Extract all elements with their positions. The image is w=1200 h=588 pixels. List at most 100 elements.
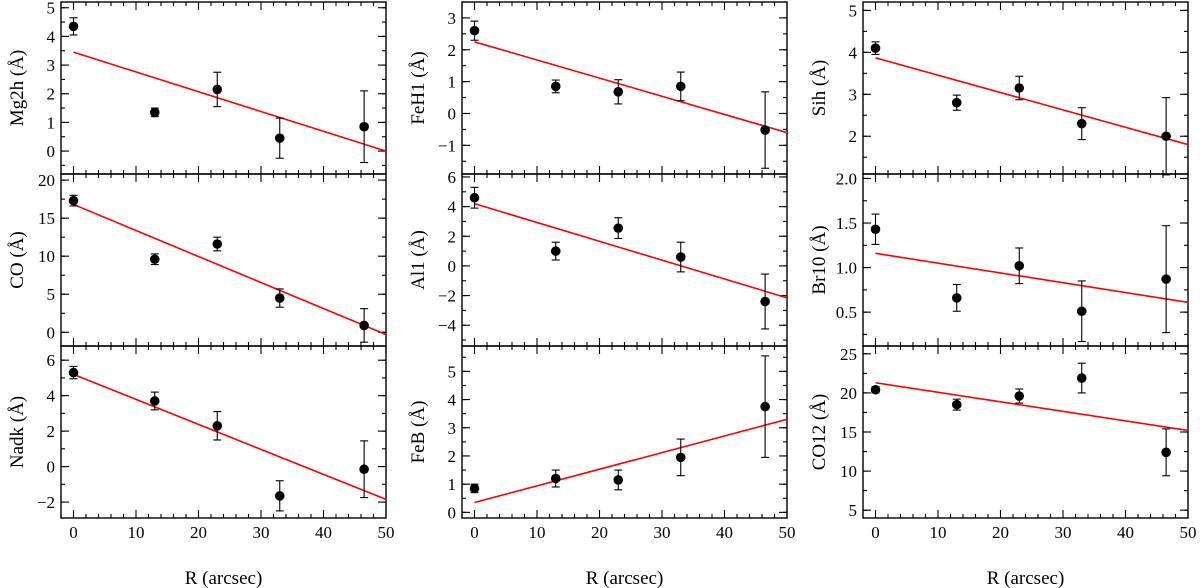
plot-frame [862,173,1189,347]
y-tick-label: 10 [38,247,55,266]
y-tick-label: −1 [438,136,456,155]
x-tick-label: 50 [1180,523,1197,542]
y-tick-label: 4 [849,43,858,62]
data-point [1076,306,1087,317]
y-tick-label: 2 [47,422,56,441]
y-tick-label: 0 [47,323,56,342]
x-tick-label: 20 [591,523,608,542]
data-point [760,125,770,135]
data-point [68,195,79,206]
data-point [1161,447,1171,458]
y-tick-label: 0.5 [836,303,857,322]
data-point [212,239,223,249]
plot-frame [862,1,1189,175]
x-tick-label: 0 [470,523,479,542]
plot-frame [60,345,387,519]
x-tick-label: 10 [529,523,546,542]
data-point [550,246,561,256]
y-tick-label: 6 [448,168,457,187]
panel-5: −4 −2 0 2 4 6 Al1 (Å) [408,168,788,347]
fit-line [474,41,787,134]
y-tick-label: 0 [47,458,56,477]
data-point [550,473,561,484]
x-tick-label: 10 [930,523,947,542]
data-point [613,223,624,233]
y-tick-label: −2 [438,287,456,306]
y-tick-label: 6 [47,351,56,370]
data-point [274,491,285,501]
y-tick-label: 0 [47,142,56,161]
y-tick-label: 4 [448,391,457,410]
x-tick-label: 50 [779,523,796,542]
data-point [1076,118,1087,129]
y-tick-label: 2.0 [836,169,857,188]
fit-line [474,202,787,299]
y-tick-label: 1.0 [836,259,857,278]
fit-line [73,203,386,336]
data-point [469,192,480,203]
data-point [1014,391,1025,401]
y-tick-label: 25 [840,345,857,364]
x-tick-label: 30 [253,523,270,542]
y-axis-title: Nadk (Å) [7,396,28,468]
data-point [274,133,285,143]
y-tick-label: 1 [448,475,457,494]
data-point [1014,83,1025,93]
data-point [212,84,223,95]
x-axis-title: R (arcsec) [987,568,1065,588]
data-point [675,81,686,92]
y-tick-label: 2 [448,41,457,60]
panel-3: 2 3 4 5 Sih (Å) [809,1,1189,176]
fit-line [875,381,1188,432]
y-axis-title: CO12 (Å) [809,394,830,471]
y-tick-label: 1 [47,113,56,132]
plot-frame [461,173,788,347]
panel-9: 0 10 20 30 40 50 5 10 15 20 25 CO12 (Å) R (arcsec) [809,345,1197,588]
y-tick-label: 4 [47,387,56,406]
y-tick-label: 2 [448,227,457,246]
data-point [870,224,881,235]
data-point [951,293,962,303]
y-tick-label: −2 [37,493,55,512]
y-tick-label: 3 [448,419,457,438]
panel-7: 0 10 20 30 40 50 −2 0 2 4 6 Nadk (Å) R (arcsec) [7,345,395,588]
data-point [760,296,770,307]
fit-line [875,57,1188,146]
data-point [1014,260,1025,271]
fit-line [474,418,787,504]
y-tick-label: 3 [448,9,457,28]
y-tick-label: 0 [448,503,457,522]
x-tick-label: 20 [190,523,207,542]
data-point [212,420,223,431]
y-axis-title: FeB (Å) [408,401,429,464]
data-point [675,252,686,262]
y-tick-label: 20 [38,171,55,190]
data-point [550,81,561,92]
panel-6: 0.5 1.0 1.5 2.0 Br10 (Å) [809,169,1189,347]
x-axis-title: R (arcsec) [586,568,664,588]
x-tick-label: 30 [654,523,671,542]
y-tick-label: 5 [849,1,858,20]
data-point [469,25,480,36]
y-tick-label: 15 [38,209,55,228]
data-point [149,254,160,265]
data-point [870,384,881,395]
data-point [68,21,79,32]
data-point [1076,373,1087,383]
y-axis-title: Al1 (Å) [408,230,429,290]
y-tick-label: 5 [849,501,858,520]
x-tick-label: 40 [315,523,332,542]
x-tick-label: 0 [69,523,78,542]
x-tick-label: 50 [378,523,395,542]
data-point [274,293,285,303]
x-tick-label: 10 [128,523,145,542]
y-tick-label: 4 [47,27,56,46]
y-tick-label: 3 [47,56,56,75]
fit-line [73,373,386,501]
data-point [1161,274,1171,284]
x-tick-label: 30 [1055,523,1072,542]
data-point [613,475,624,485]
y-tick-label: 3 [849,85,858,104]
y-tick-label: 15 [840,423,857,442]
